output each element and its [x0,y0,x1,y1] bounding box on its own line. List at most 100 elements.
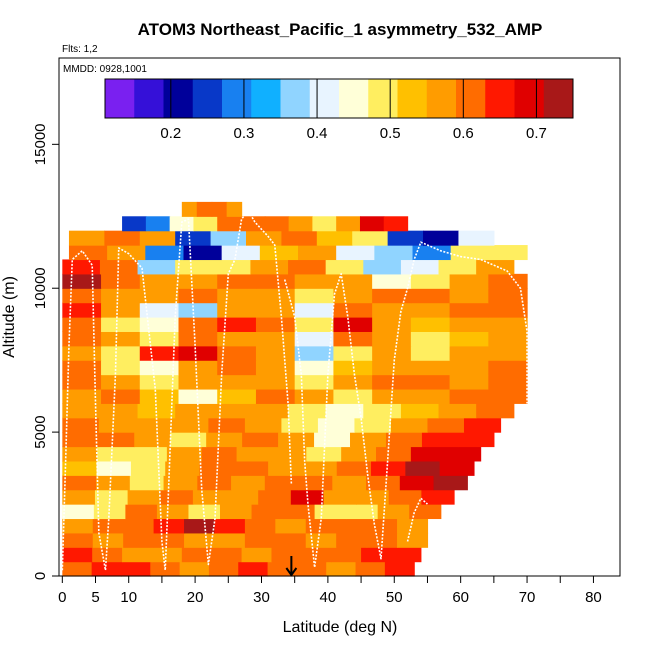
heatmap-cell [62,259,101,275]
colorbar-frame [104,78,574,119]
marker-head [285,567,298,577]
heatmap-cell [188,504,221,520]
heatmap-cell [139,273,180,289]
heatmap-cell [387,230,424,246]
x-tick-label: 5 [91,589,99,606]
heatmap-cell [139,302,180,318]
heatmap-cell [171,417,209,433]
heatmap-cell [264,216,290,232]
heatmap-cell [258,489,292,505]
colorbar-swatch [368,79,398,118]
heatmap-cell [361,547,392,563]
heatmap-cell [170,432,207,448]
heatmap-cell [450,245,490,261]
heatmap-cell [359,216,385,232]
heatmap-cell [255,317,296,332]
x-tick-label: 30 [253,589,270,606]
heatmap-cell [336,216,361,232]
colorbar-tick-label: 0.6 [453,125,474,142]
heatmap-cell [405,460,441,476]
heatmap-cell [372,288,412,304]
heatmap-cell [166,446,203,462]
heatmap-cell [217,331,257,347]
heatmap-cell [244,532,276,548]
y-tick-label: 0 [32,572,49,580]
heatmap-cell [94,489,129,505]
heatmap-cell [62,518,94,534]
heatmap-cell [242,432,279,448]
heatmap-cell [217,216,242,232]
heatmap-cell [139,331,180,347]
heatmap-cell [98,417,136,433]
heatmap-cell [488,288,528,304]
heatmap-cell [139,230,176,246]
heatmap-cell [312,216,337,232]
latitude-marker-arrow [285,556,298,577]
heatmap-cell [192,489,227,505]
heatmap-cell [62,532,94,548]
colorbar-swatch [456,79,486,118]
colorbar-swatch [134,79,164,118]
heatmap-cell [488,345,528,361]
heatmap-cell [255,331,296,347]
heatmap-cell [101,317,141,332]
heatmap-cell [62,317,102,332]
heatmap-cell [214,532,246,548]
heatmap-cell [62,374,102,390]
heatmap-cell [255,360,296,376]
heatmap-cell [305,532,337,548]
heatmap-cell [62,504,95,520]
heatmap-cell [438,403,477,419]
heatmap-cell [350,432,387,448]
heatmap-cell [208,561,239,577]
colorbar-swatch [426,79,457,118]
heatmap-cell [400,259,440,275]
heatmap-cell [333,331,373,347]
heatmap-cell [336,532,368,548]
heatmap-cell [250,403,289,419]
heatmap-cell [62,403,101,419]
heatmap-cell [99,259,139,275]
heatmap-cell [175,230,212,246]
heatmap-cell [488,360,528,376]
heatmap-cell [255,288,296,304]
heatmap-cell [294,388,335,404]
heatmap-cell [458,230,495,246]
heatmap-cell [449,374,489,390]
heatmap-cell [366,475,401,491]
heatmap-cell [421,432,459,448]
heatmap-cell [488,317,528,332]
heatmap-cell [221,245,261,261]
heatmap-cell [98,432,135,448]
colorbar-swatch [309,79,340,118]
heatmap-cell [332,475,367,491]
x-axis-ticks: 0 5 10 20 30 40 50 60 70 80 [58,576,602,606]
heatmap-cell [217,302,257,318]
heatmap-cell [127,489,161,505]
heatmap-cell [316,230,353,246]
heatmap-cell [92,547,123,563]
heatmap-cell [92,518,124,534]
heatmap-cell [225,489,259,505]
heatmap-cell [68,230,105,246]
y-tick-label: 15000 [32,123,49,165]
heatmap-cell [449,302,489,318]
heatmap-cell [122,547,153,563]
heatmap-cell [101,388,141,404]
heatmap-cell [278,432,315,448]
heatmap-cell [62,273,102,289]
heatmap-cell [476,403,515,419]
heatmap-cell [135,417,173,433]
heatmap-cell [488,302,528,318]
heatmap-cell [139,317,180,332]
heatmap-cell [62,302,102,318]
heatmap-cell [323,489,357,505]
heatmap-cell [488,374,528,390]
heatmap-cell [488,331,528,347]
heatmap-cell [153,518,185,534]
heatmap-cell [314,432,351,448]
heatmap-cell [336,460,372,476]
heatmap-cell [236,446,273,462]
heatmap-cell [271,446,307,462]
